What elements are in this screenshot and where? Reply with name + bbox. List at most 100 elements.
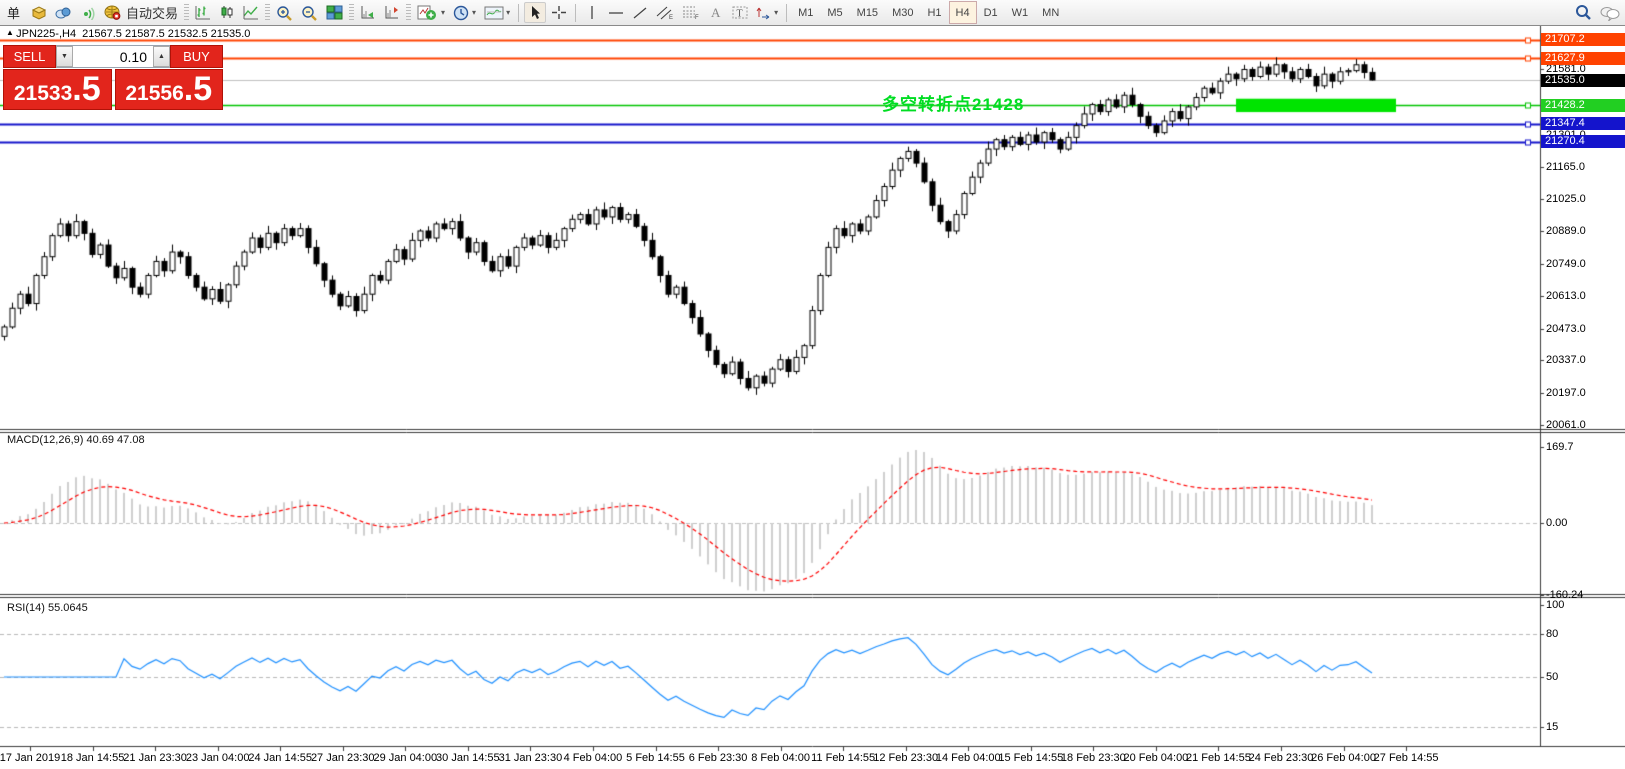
- new-order-button[interactable]: 单: [1, 2, 26, 23]
- price-level-badge: 21270.4: [1541, 135, 1625, 149]
- vertical-line-icon[interactable]: [581, 2, 603, 23]
- macd-axis-label: 169.7: [1546, 441, 1574, 453]
- tab-timeframe-d1[interactable]: D1: [983, 6, 998, 19]
- tab-timeframe-mn[interactable]: MN: [1042, 6, 1060, 19]
- time-axis-label: 20 Feb 04:00: [1123, 752, 1189, 764]
- svg-text:T: T: [737, 9, 743, 20]
- svg-text:F: F: [695, 15, 699, 20]
- autotrade-button[interactable]: 自动交易: [101, 2, 181, 23]
- price-tick-label: 20749.0: [1546, 257, 1586, 270]
- time-axis-label: 27 Feb 14:55: [1373, 752, 1439, 764]
- price-level-badge: 21535.0: [1541, 73, 1625, 87]
- tile-windows-icon[interactable]: [323, 2, 346, 23]
- search-icon[interactable]: [1571, 2, 1595, 23]
- chart-profile-icon[interactable]: [28, 2, 50, 23]
- macd-axis-label: -160.24: [1546, 588, 1584, 601]
- tab-timeframe-m1[interactable]: M1: [798, 6, 814, 19]
- bar-chart-icon[interactable]: [192, 2, 214, 23]
- price-tick-label: 20889.0: [1546, 225, 1586, 238]
- add-indicator-icon[interactable]: ▾: [414, 2, 448, 23]
- chart-shift-icon[interactable]: [381, 2, 403, 23]
- candlestick-chart-icon[interactable]: [216, 2, 238, 23]
- price-tick-label: 20473.0: [1546, 322, 1586, 335]
- time-axis-label: 21 Jan 23:30: [123, 752, 187, 764]
- price-tick-label: 21581.0: [1546, 63, 1586, 76]
- price-tick-label: 21025.0: [1546, 193, 1586, 206]
- one-click-trade-panel: SELL ▼ 0.10 ▲ BUY 21533.5 21556.5: [3, 45, 223, 110]
- time-axis-label: 18 Feb 23:30: [1060, 752, 1126, 764]
- rsi-axis-label: 100: [1546, 599, 1565, 612]
- buy-price-button[interactable]: 21556.5: [114, 69, 223, 110]
- rsi-indicator-label: RSI(14) 55.0645: [7, 602, 88, 614]
- tab-timeframe-w1[interactable]: W1: [1011, 6, 1029, 19]
- price-tick-label: 20061.0: [1546, 419, 1586, 432]
- symbol-marker-icon: ▲: [6, 28, 17, 37]
- volume-stepper: ▼ 0.10 ▲: [56, 45, 170, 68]
- volume-decrease-button[interactable]: ▼: [56, 46, 73, 67]
- buy-price-main: 21556: [125, 82, 184, 105]
- volume-increase-button[interactable]: ▲: [153, 46, 170, 67]
- chart-title: ▲ JPN225-,H4 21567.5 21587.5 21532.5 215…: [6, 28, 251, 40]
- time-axis-label: 24 Jan 14:55: [248, 752, 312, 764]
- zoom-out-icon[interactable]: [298, 2, 321, 23]
- macd-indicator-label: MACD(12,26,9) 40.69 47.08: [7, 434, 145, 446]
- price-tick-label: 20337.0: [1546, 354, 1586, 367]
- chat-icon[interactable]: [1597, 2, 1623, 23]
- new-order-label: 单: [7, 6, 21, 21]
- fibonacci-icon[interactable]: F: [679, 2, 703, 23]
- rsi-axis-label: 50: [1546, 671, 1559, 683]
- cursor-icon[interactable]: [524, 2, 547, 23]
- text-label-icon[interactable]: T: [729, 2, 751, 23]
- auto-scroll-icon[interactable]: [357, 2, 379, 23]
- price-level-badge: 21347.4: [1541, 117, 1625, 131]
- time-axis-label: 27 Jan 23:30: [310, 752, 375, 764]
- price-level-badge: 21428.2: [1541, 98, 1625, 112]
- zoom-in-icon[interactable]: [273, 2, 296, 23]
- price-level-badge: 21707.2: [1541, 33, 1625, 47]
- time-axis-label: 17 Jan 2019: [0, 752, 61, 764]
- crosshair-icon[interactable]: [548, 2, 570, 23]
- time-axis-label: 12 Feb 23:30: [873, 752, 939, 764]
- time-axis-label: 11 Feb 14:55: [811, 752, 876, 764]
- rsi-axis-label: 80: [1546, 628, 1559, 640]
- text-tool-icon[interactable]: A: [705, 2, 727, 23]
- macd-axis-label: 0.00: [1546, 517, 1568, 529]
- price-tick-label: 20197.0: [1546, 387, 1586, 400]
- line-chart-icon[interactable]: [240, 2, 262, 23]
- autotrade-label: 自动交易: [126, 6, 179, 21]
- sell-price-frac: .5: [72, 70, 101, 108]
- trendline-icon[interactable]: [629, 2, 651, 23]
- sell-price-button[interactable]: 21533.5: [3, 69, 112, 110]
- tab-timeframe-m15[interactable]: M15: [856, 6, 879, 19]
- time-axis-label: 15 Feb 14:55: [998, 752, 1064, 764]
- channel-icon[interactable]: E: [653, 2, 677, 23]
- time-axis-label: 29 Jan 04:00: [373, 752, 438, 764]
- price-tick-label: 20613.0: [1546, 289, 1586, 302]
- template-icon[interactable]: ▾: [481, 2, 513, 23]
- shapes-icon[interactable]: ▾: [753, 2, 781, 23]
- tab-timeframe-h4[interactable]: H4: [948, 1, 977, 24]
- price-tick-label: 21165.0: [1546, 160, 1585, 173]
- volume-value[interactable]: 0.10: [119, 48, 147, 65]
- time-axis-label: 23 Jan 04:00: [185, 752, 250, 764]
- timeframe-clock-icon[interactable]: ▾: [450, 2, 479, 23]
- sell-button[interactable]: SELL: [3, 45, 56, 68]
- svg-text:A: A: [711, 5, 721, 20]
- time-axis-label: 14 Feb 04:00: [935, 752, 1001, 764]
- market-watch-icon[interactable]: [52, 2, 75, 23]
- pivot-annotation-text[interactable]: 多空转折点21428: [882, 95, 1025, 114]
- tab-timeframe-m30[interactable]: M30: [892, 6, 914, 19]
- horizontal-line-icon[interactable]: [605, 2, 627, 23]
- time-axis-label: 5 Feb 14:55: [626, 752, 685, 764]
- svg-text:E: E: [669, 15, 673, 20]
- autotrade-icon: [104, 5, 121, 20]
- time-axis-label: 30 Jan 14:55: [436, 752, 500, 764]
- signal-icon[interactable]: [77, 2, 99, 23]
- buy-button[interactable]: BUY: [170, 45, 223, 68]
- tab-timeframe-m5[interactable]: M5: [827, 6, 843, 19]
- time-axis-label: 21 Feb 14:55: [1186, 752, 1251, 764]
- price-chart-canvas[interactable]: [0, 26, 1625, 769]
- time-axis-label: 4 Feb 04:00: [563, 752, 623, 764]
- tab-timeframe-h1[interactable]: H1: [927, 6, 942, 19]
